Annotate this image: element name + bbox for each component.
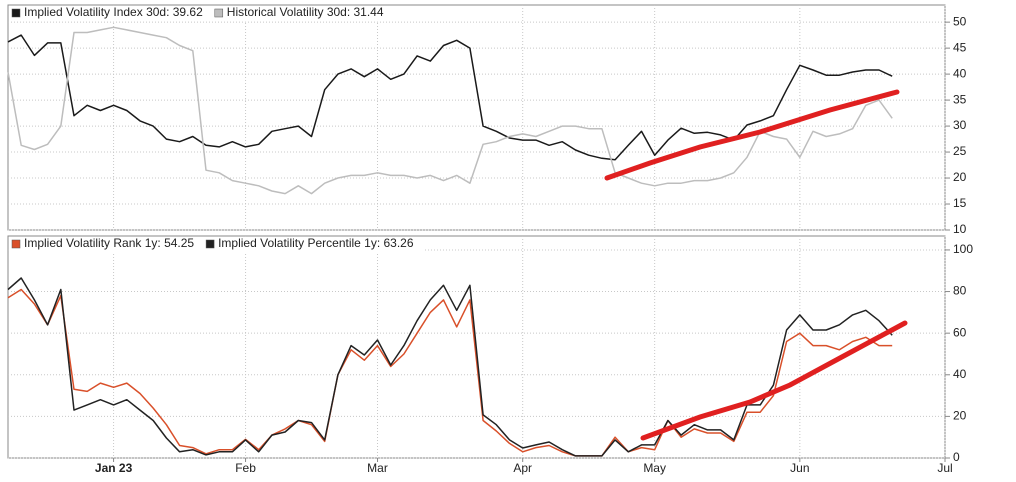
x-tick-label: Mar bbox=[367, 461, 388, 475]
trend-annotation bbox=[640, 320, 908, 441]
legend-swatch bbox=[11, 8, 21, 18]
y-tick-label: 60 bbox=[953, 325, 967, 339]
y-tick-label: 80 bbox=[953, 284, 967, 298]
y-tick-label: 25 bbox=[953, 144, 967, 158]
y-tick-label: 40 bbox=[953, 66, 967, 80]
legend-swatch bbox=[214, 8, 224, 18]
legend-swatch bbox=[205, 239, 215, 249]
y-tick-label: 45 bbox=[953, 40, 967, 54]
series-line bbox=[7, 26, 893, 195]
legend-label: Implied Volatility Percentile 1y: 63.26 bbox=[218, 236, 414, 250]
y-tick-label: 20 bbox=[953, 170, 967, 184]
y-tick-label: 0 bbox=[953, 450, 960, 464]
y-tick-label: 30 bbox=[953, 118, 967, 132]
y-tick-label: 100 bbox=[953, 242, 973, 256]
y-tick-label: 35 bbox=[953, 92, 967, 106]
y-tick-label: 10 bbox=[953, 222, 967, 236]
trend-annotation bbox=[604, 89, 900, 181]
legend-swatch bbox=[11, 239, 21, 249]
legend-box bbox=[9, 237, 425, 252]
x-tick-label: Feb bbox=[235, 461, 256, 475]
series-line bbox=[7, 288, 893, 457]
series-line bbox=[7, 277, 893, 457]
legend-label: Implied Volatility Index 30d: 39.62 bbox=[24, 5, 203, 19]
y-tick-label: 20 bbox=[953, 409, 967, 423]
series-line bbox=[7, 34, 893, 161]
x-tick-label: May bbox=[643, 461, 666, 475]
plot-layer: 10 15 20 25 30 35 40 45 50 0 20 40 60 80 100 Jan 23 Feb M… bbox=[7, 5, 973, 475]
y-tick-label: 15 bbox=[953, 196, 967, 210]
x-tick-label: Apr bbox=[513, 461, 532, 475]
legends: Implied Volatility Index 30d: 39.62 Histo… bbox=[9, 5, 425, 252]
legend-label: Historical Volatility 30d: 31.44 bbox=[227, 5, 384, 19]
y-tick-label: 50 bbox=[953, 14, 967, 28]
y-tick-label: 40 bbox=[953, 367, 967, 381]
x-tick-label: Jan 23 bbox=[95, 461, 133, 475]
x-tick-label: Jul bbox=[937, 461, 952, 475]
x-tick-label: Jun bbox=[790, 461, 809, 475]
legend-label: Implied Volatility Rank 1y: 54.25 bbox=[24, 236, 194, 250]
legend-box bbox=[9, 6, 395, 21]
